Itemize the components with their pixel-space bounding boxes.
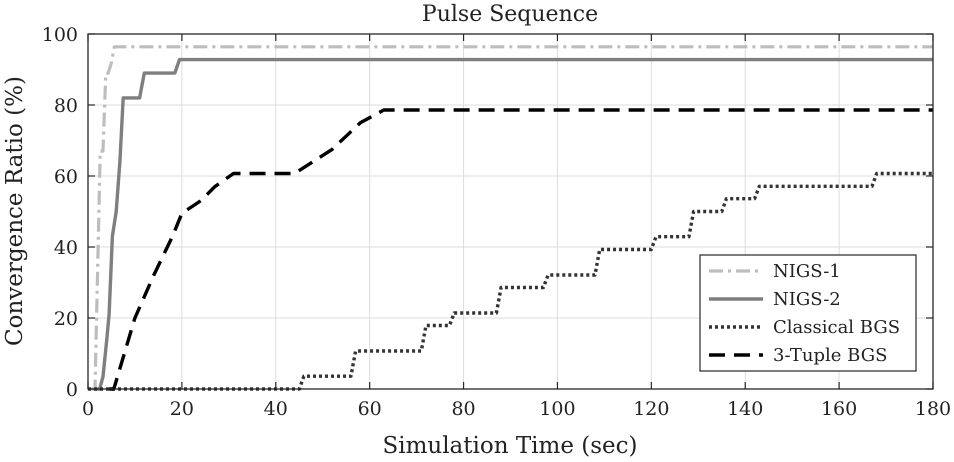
y-tick-label: 40 [54,237,78,259]
y-tick-label: 60 [54,166,78,188]
y-tick-label: 100 [42,24,78,46]
series-line-3-tuple-bgs [109,108,933,391]
y-axis-label: Convergence Ratio (%) [2,76,28,346]
x-tick-label: 100 [539,398,575,420]
x-tick-label: 60 [358,398,382,420]
legend: NIGS-1 NIGS-2 Classical BGS 3-Tuple BGS [699,254,917,372]
legend-label-3-tuple-bgs: 3-Tuple BGS [773,345,887,366]
chart-title: Pulse Sequence [422,2,598,27]
series-line-nigs-1 [90,45,933,391]
x-axis-label: Simulation Time (sec) [382,433,637,459]
y-tick-label: 80 [54,95,78,117]
x-tick-label: 140 [727,398,763,420]
legend-label-nigs-2: NIGS-2 [773,289,841,310]
x-tick-label: 120 [633,398,669,420]
ticks: 0 20 40 60 80 100 120 140 160 180 0 20 40 60 80 100 [42,24,951,420]
x-tick-label: 0 [82,398,94,420]
y-tick-label: 0 [66,379,78,401]
x-tick-label: 160 [821,398,857,420]
y-tick-label: 20 [54,308,78,330]
legend-box [699,254,917,372]
series-group [88,45,933,391]
legend-label-nigs-1: NIGS-1 [773,261,841,282]
x-tick-label: 40 [264,398,288,420]
x-tick-label: 180 [915,398,951,420]
x-tick-label: 80 [451,398,475,420]
series-line-nigs-2 [95,57,933,391]
series-line-classical-bgs [88,171,933,391]
x-tick-label: 20 [170,398,194,420]
legend-label-classical-bgs: Classical BGS [773,317,900,338]
plot-frame [87,33,934,390]
